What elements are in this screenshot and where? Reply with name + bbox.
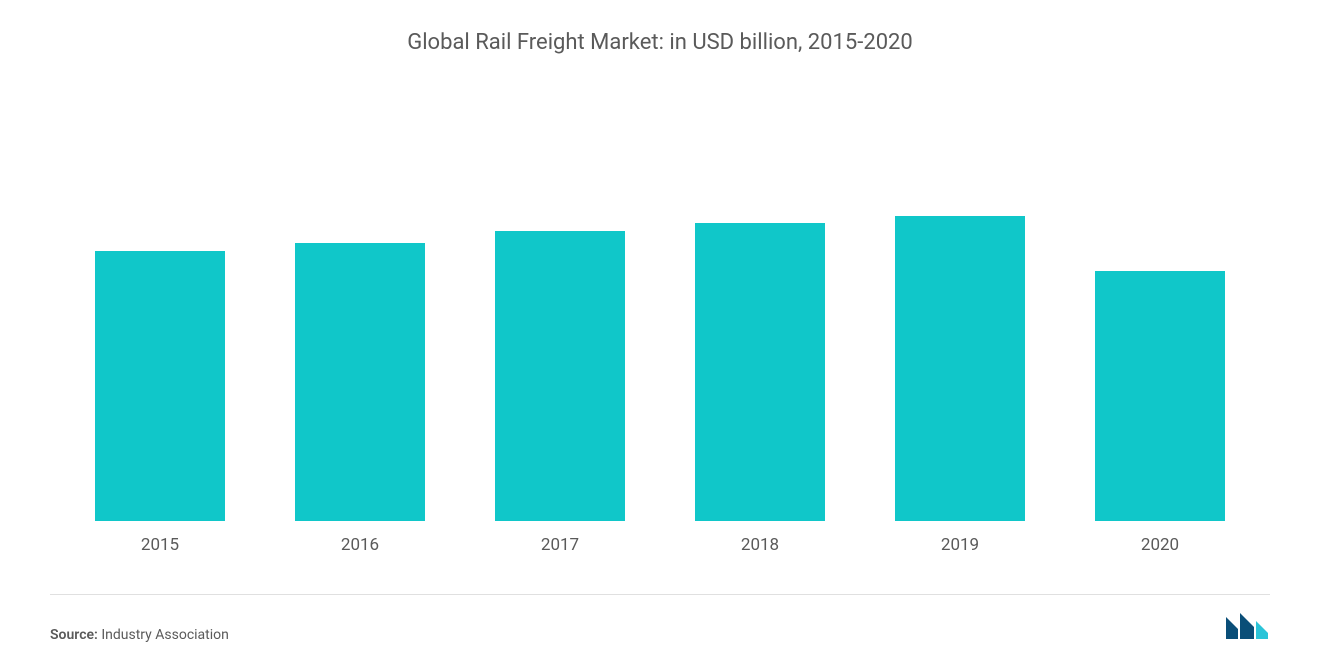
bar-label: 2018 bbox=[741, 535, 779, 555]
source-citation: Source: Industry Association bbox=[50, 627, 229, 643]
chart-plot-area: 2015 2016 2017 2018 2019 2020 bbox=[50, 65, 1270, 555]
bar-2019 bbox=[895, 216, 1025, 521]
bar-2015 bbox=[95, 251, 225, 521]
footer-divider bbox=[50, 594, 1270, 595]
bar-label: 2017 bbox=[541, 535, 579, 555]
bar-group: 2015 bbox=[60, 251, 260, 555]
bar-label: 2020 bbox=[1141, 535, 1179, 555]
bar-2018 bbox=[695, 223, 825, 521]
chart-footer: Source: Industry Association bbox=[50, 609, 1270, 643]
source-label: Source: bbox=[50, 627, 98, 643]
bar-2016 bbox=[295, 243, 425, 521]
bar-2017 bbox=[495, 231, 625, 521]
bar-label: 2016 bbox=[341, 535, 379, 555]
bar-group: 2020 bbox=[1060, 271, 1260, 555]
bar-label: 2015 bbox=[141, 535, 179, 555]
bar-group: 2018 bbox=[660, 223, 860, 555]
bar-group: 2017 bbox=[460, 231, 660, 555]
source-text: Industry Association bbox=[101, 627, 229, 643]
brand-logo-icon bbox=[1224, 609, 1270, 643]
bar-group: 2016 bbox=[260, 243, 460, 555]
chart-container: Global Rail Freight Market: in USD billi… bbox=[0, 0, 1320, 665]
bar-group: 2019 bbox=[860, 216, 1060, 555]
bar-label: 2019 bbox=[941, 535, 979, 555]
chart-title: Global Rail Freight Market: in USD billi… bbox=[50, 30, 1270, 55]
bar-2020 bbox=[1095, 271, 1225, 521]
